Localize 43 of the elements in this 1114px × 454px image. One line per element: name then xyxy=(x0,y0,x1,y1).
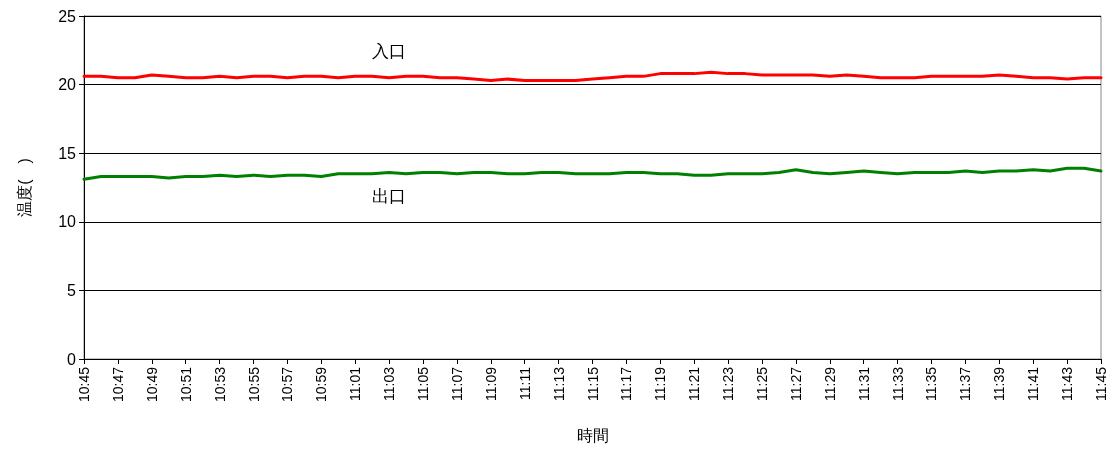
y-tick-label: 15 xyxy=(58,144,77,162)
x-tick-label: 11:33 xyxy=(889,366,906,401)
line-series xyxy=(82,70,1103,82)
x-tick-label: 11:41 xyxy=(1025,366,1042,401)
y-tick-label: 5 xyxy=(67,281,77,299)
x-tick-label: 11:01 xyxy=(347,366,364,401)
x-tick-label: 11:09 xyxy=(482,366,499,401)
series-label: 出口 xyxy=(372,187,407,207)
x-tick-label: 11:05 xyxy=(414,366,431,401)
x-tick-label: 11:13 xyxy=(550,366,567,401)
x-tick-label: 11:45 xyxy=(1093,366,1109,401)
x-tick-label: 11:43 xyxy=(1059,366,1076,401)
x-tick-label: 11:15 xyxy=(584,366,601,401)
x-tick-label: 11:27 xyxy=(787,366,804,401)
x-tick-label: 10:47 xyxy=(109,366,126,403)
x-tick-label: 11:37 xyxy=(957,366,974,401)
x-tick-label: 11:25 xyxy=(754,366,771,401)
x-tick-label: 11:19 xyxy=(652,366,669,401)
x-tick-label: 11:23 xyxy=(720,366,737,401)
y-tick-label: 10 xyxy=(58,213,77,231)
x-tick-label: 11:07 xyxy=(448,366,465,401)
x-tick-label: 10:53 xyxy=(211,366,228,403)
x-axis-title: 時間 xyxy=(576,426,609,444)
x-tick-label: 11:17 xyxy=(618,366,635,401)
x-tick-label: 10:51 xyxy=(177,366,194,403)
x-tick-label: 10:49 xyxy=(143,366,160,403)
x-tick-label: 10:45 xyxy=(76,366,92,403)
line-series xyxy=(82,166,1103,181)
x-tick-label: 11:39 xyxy=(991,366,1008,401)
x-tick-label: 11:21 xyxy=(686,366,703,401)
x-tick-label: 11:35 xyxy=(923,366,940,401)
x-tick-label: 11:11 xyxy=(516,366,533,400)
x-tick-label: 11:31 xyxy=(855,366,872,401)
x-tick-label: 11:29 xyxy=(821,366,838,401)
x-tick-label: 10:57 xyxy=(279,366,296,403)
series-label: 入口 xyxy=(372,41,407,61)
y-tick-label: 20 xyxy=(58,76,77,94)
x-tick-label: 10:59 xyxy=(313,366,330,403)
y-axis-title: 温度( ) xyxy=(15,158,33,217)
y-tick-label: 0 xyxy=(67,350,77,368)
x-tick-label: 11:03 xyxy=(381,366,398,401)
y-tick-label: 25 xyxy=(58,7,77,25)
x-tick-label: 10:55 xyxy=(245,366,262,403)
